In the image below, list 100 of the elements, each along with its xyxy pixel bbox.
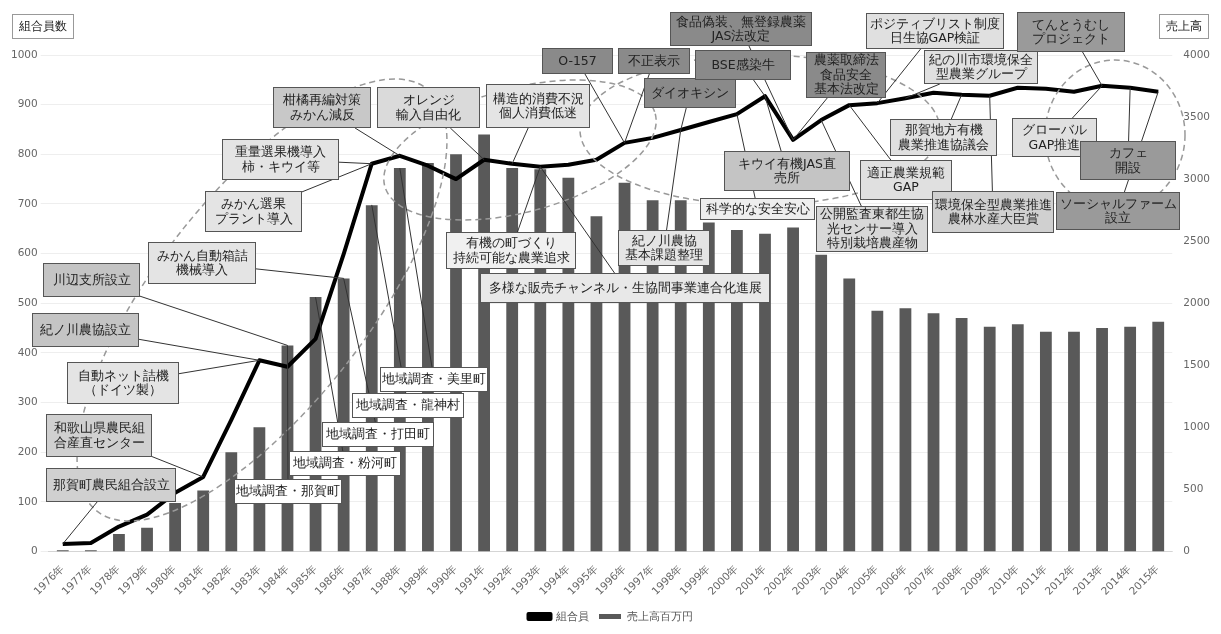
y-tick-label: 800 [17, 147, 38, 160]
callout-box: 重量選果機導入柿・キウイ等 [222, 139, 339, 180]
bar [1068, 331, 1080, 552]
y-tick-label: 0 [31, 544, 38, 557]
annotation: カフェ開設 [1108, 145, 1148, 175]
callout-box: 川辺支所設立 [43, 263, 140, 297]
callout-box: みかん選果プラント導入 [205, 191, 302, 232]
bar [955, 318, 968, 552]
bar [1011, 324, 1024, 552]
annotation: 不正表示 [628, 52, 680, 69]
callout-box: 地域調査・打田町 [322, 422, 434, 447]
callout-box: グローバルGAP推進 [1012, 118, 1097, 157]
annotation: 自動ネット詰機（ドイツ製） [77, 367, 169, 398]
bar [843, 278, 856, 552]
callout-box: 紀ノ川農協設立 [32, 313, 139, 347]
annotation: ダイオキシン [651, 84, 729, 101]
bar [1152, 321, 1165, 552]
y-tick-label: 300 [17, 395, 38, 408]
annotation: 地域調査・龍神村 [356, 397, 460, 413]
annotation: 構造的消費不況個人消費低迷 [492, 90, 584, 121]
callout-box: 地域調査・美里町 [380, 367, 488, 392]
callout-box: オレンジ輸入自由化 [377, 87, 480, 128]
y2-tick-label: 1000 [1183, 420, 1211, 433]
callout-box: ダイオキシン [644, 78, 736, 108]
callout-box: O-157 [542, 48, 613, 74]
callout-box: 自動ネット詰機（ドイツ製） [67, 362, 179, 404]
y-tick-label: 400 [17, 345, 38, 358]
callout-box: 農薬取締法食品安全基本法改定 [806, 52, 886, 98]
legend-label: 組合員 [555, 609, 589, 622]
annotation: 地域調査・美里町 [382, 371, 486, 387]
bar [1096, 328, 1108, 552]
bar [815, 254, 828, 552]
callout-box: 有機の町づくり持続可能な農業追求 [446, 232, 576, 269]
y2-tick-label: 4000 [1183, 47, 1211, 60]
bar [871, 310, 884, 552]
callout-box: 地域調査・龍神村 [352, 393, 464, 418]
callout-box: BSE感染牛 [695, 50, 791, 80]
callout-box: 食品偽装、無登録農薬JAS法改定 [670, 12, 812, 46]
callout-box: 環境保全型農業推進農林水産大臣賞 [932, 191, 1054, 233]
y-tick-label: 900 [17, 97, 38, 110]
callout-box: みかん自動箱詰機械導入 [148, 242, 256, 284]
y-tick-label: 700 [17, 196, 38, 209]
bar [759, 233, 771, 552]
y2-tick-label: 2000 [1183, 295, 1211, 308]
callout-box: 構造的消費不況個人消費低迷 [486, 84, 590, 128]
callout-box: 地域調査・那賀町 [234, 479, 342, 504]
annotation: 多様な販売チャンネル・生協間事業連合化進展 [488, 279, 762, 296]
bar [1039, 331, 1052, 552]
annotation: みかん自動箱詰機械導入 [156, 247, 248, 278]
annotation: 地域調査・打田町 [326, 426, 430, 442]
callout-box: カフェ開設 [1080, 141, 1176, 180]
annotation: 地域調査・那賀町 [236, 483, 340, 499]
y-tick-label: 600 [17, 246, 38, 259]
bar [169, 503, 182, 552]
callout-box: 多様な販売チャンネル・生協間事業連合化進展 [480, 273, 770, 303]
callout-box: 不正表示 [618, 48, 690, 74]
callout-box: 紀ノ川農協基本課題整理 [618, 230, 710, 266]
y2-tick-label: 2500 [1183, 233, 1211, 246]
y-tick-label: 500 [17, 295, 38, 308]
callout-box: 公開監査東都生協光センサー導入特別栽培農産物 [816, 206, 928, 252]
bar [899, 308, 912, 552]
callout-box: 柑橘再編対策みかん減反 [273, 87, 371, 128]
annotation: 柑橘再編対策みかん減反 [283, 92, 361, 122]
annotation: 重量選果機導入柿・キウイ等 [235, 144, 326, 174]
bar [927, 313, 940, 552]
annotation: 那賀地方有機農業推進協議会 [898, 122, 989, 152]
y2-tick-label: 0 [1183, 544, 1190, 557]
annotation: 川辺支所設立 [52, 271, 131, 288]
callout-box: ソーシャルファーム設立 [1056, 192, 1180, 230]
callout-box: 地域調査・粉河町 [289, 451, 401, 476]
annotation: 地域調査・粉河町 [293, 455, 397, 471]
legend-label: 売上高百万円 [626, 609, 693, 622]
annotation: 那賀町農民組合設立 [52, 476, 170, 493]
annotation: 有機の町づくり持続可能な農業追求 [452, 235, 570, 265]
bar [197, 490, 210, 552]
y2-tick-label: 500 [1183, 482, 1204, 495]
callout-box: てんとうむしプロジェクト [1017, 12, 1125, 52]
annotation: BSE感染牛 [711, 56, 775, 73]
y2-axis-title: 売上高 [1159, 14, 1209, 39]
annotation: 農薬取締法食品安全基本法改定 [813, 52, 879, 97]
annotation: 紀ノ川農協設立 [40, 321, 131, 338]
y2-tick-label: 1500 [1183, 358, 1211, 370]
callout-box: 那賀地方有機農業推進協議会 [890, 119, 997, 156]
bar [1124, 326, 1137, 552]
bar [983, 326, 996, 552]
y-axis-title: 組合員数 [12, 14, 74, 39]
y-tick-label: 1000 [10, 47, 38, 60]
annotation: 食品偽装、無登録農薬JAS法改定 [676, 13, 806, 44]
callout-box: 科学的な安全安心 [700, 198, 815, 220]
callout-box: キウイ有機JAS直売所 [724, 151, 850, 191]
callout-box: 和歌山県農民組合産直センター [46, 414, 152, 457]
callout-box: 那賀町農民組合設立 [46, 468, 176, 502]
annotation: みかん選果プラント導入 [214, 196, 293, 226]
annotation: 紀ノ川農協基本課題整理 [625, 232, 703, 263]
bar [787, 227, 799, 552]
y-tick-label: 200 [17, 444, 38, 457]
y2-tick-label: 3500 [1183, 109, 1211, 122]
bar [225, 452, 238, 552]
bar [141, 527, 153, 552]
annotation: てんとうむしプロジェクト [1032, 16, 1110, 47]
